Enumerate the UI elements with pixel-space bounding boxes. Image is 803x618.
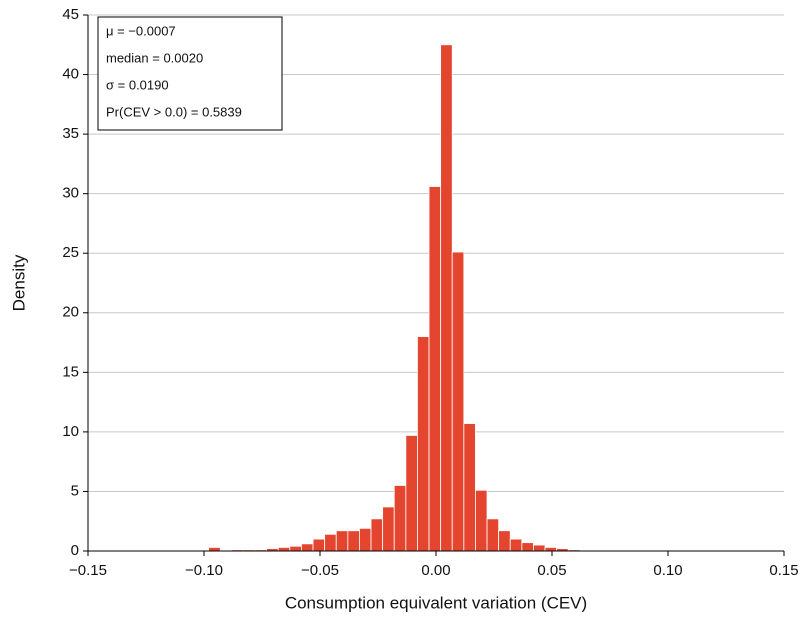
bar (521, 542, 534, 552)
bar (509, 538, 523, 552)
bar (417, 336, 430, 552)
x-tick-label: 0.15 (769, 562, 798, 579)
bar (475, 489, 488, 552)
bar (463, 423, 476, 552)
y-axis-label: Density (9, 254, 28, 311)
bar (208, 547, 221, 552)
bar (335, 530, 349, 552)
annotation: median = 0.0020 (106, 50, 203, 65)
bar (277, 547, 291, 552)
bar (370, 518, 384, 552)
y-tick-label: 20 (62, 304, 79, 321)
y-tick-label: 45 (62, 6, 79, 23)
bar (324, 533, 337, 552)
bar (486, 518, 500, 552)
bar (451, 251, 465, 552)
bar (498, 530, 511, 552)
x-tick-label: −0.05 (301, 562, 339, 579)
y-tick-label: 25 (62, 244, 79, 261)
bar (544, 547, 558, 552)
x-tick-label: 0.05 (537, 562, 566, 579)
bar (393, 485, 407, 552)
y-tick-label: 35 (62, 125, 79, 142)
bar (347, 530, 360, 552)
annotation: μ = −0.0007 (106, 23, 176, 38)
annotation-box (97, 16, 283, 131)
annotation: Pr(CEV > 0.0) = 0.5839 (106, 104, 242, 119)
bar (312, 538, 326, 552)
bar (533, 544, 546, 552)
bar (440, 44, 453, 552)
y-tick-label: 5 (71, 482, 79, 499)
bar (359, 527, 372, 552)
bar (289, 545, 302, 552)
x-tick-label: −0.15 (69, 562, 107, 579)
bar (301, 543, 314, 552)
bar (382, 506, 395, 552)
x-tick-label: −0.10 (185, 562, 223, 579)
bar (428, 186, 442, 552)
x-tick-label: 0.00 (421, 562, 450, 579)
annotation: σ = 0.0190 (106, 77, 169, 92)
y-tick-label: 15 (62, 363, 79, 380)
x-axis-label: Consumption equivalent variation (CEV) (285, 593, 587, 612)
x-tick-label: 0.10 (653, 562, 682, 579)
y-tick-label: 10 (62, 423, 79, 440)
y-tick-label: 30 (62, 185, 79, 202)
y-tick-label: 0 (71, 542, 79, 559)
bar (405, 435, 418, 552)
y-tick-label: 40 (62, 66, 79, 83)
